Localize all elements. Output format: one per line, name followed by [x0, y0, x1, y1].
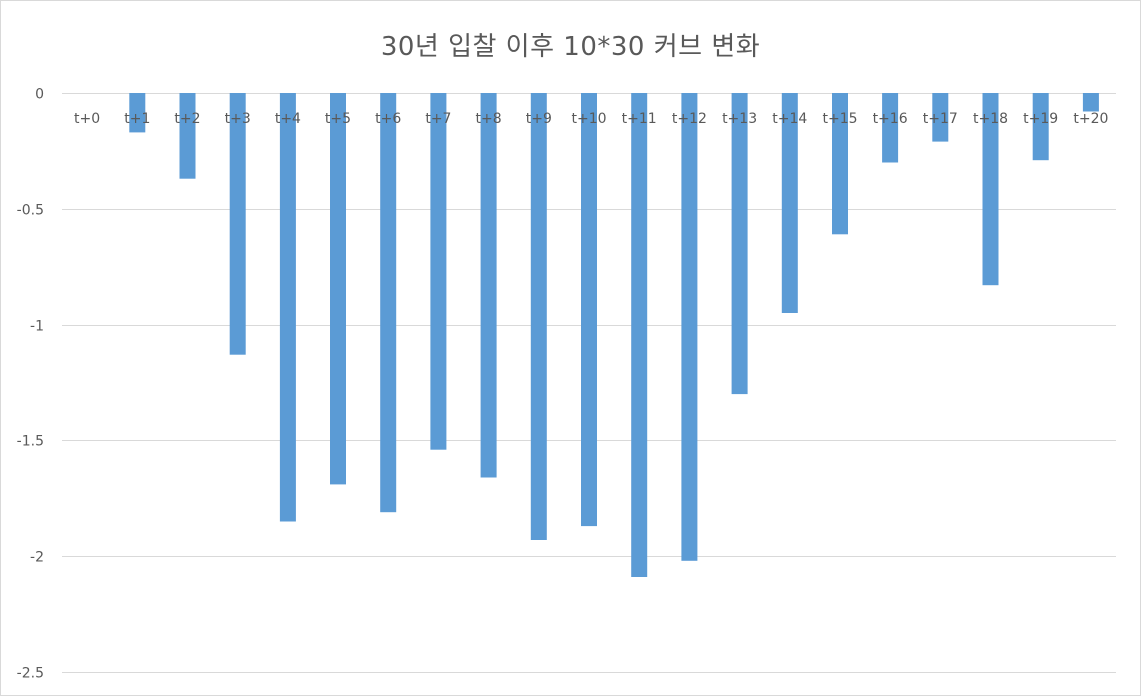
bar [781, 93, 798, 313]
y-tick-label: -1.5 [17, 434, 44, 450]
x-tick-label: t+0 [74, 111, 100, 127]
bar [681, 93, 698, 561]
bar [982, 93, 999, 286]
bar [279, 93, 296, 522]
y-tick-label: -2.5 [17, 666, 44, 682]
y-tick-label: -2 [30, 550, 44, 566]
x-axis-ticks: t+0 t+1 t+2 t+3 t+4 t+5 t+6 t+7 t+8 t+9 t+10 t+11 t+… [74, 111, 1108, 127]
bar [1032, 93, 1049, 161]
y-tick-label: 0 [35, 87, 44, 103]
bar [832, 93, 848, 235]
bar [179, 93, 196, 179]
bars [129, 93, 1099, 577]
bar [380, 93, 397, 513]
x-tick-label: t+13 [722, 111, 757, 127]
bar [330, 93, 346, 485]
y-axis-ticks: 0 -0.5 -1 -1.5 -2 -2.5 [17, 87, 44, 682]
x-tick-label: t+18 [973, 111, 1008, 127]
x-tick-label: t+1 [124, 111, 150, 127]
bar [129, 93, 146, 133]
x-tick-label: t+4 [275, 111, 301, 127]
x-tick-label: t+9 [526, 111, 552, 127]
y-tick-label: -0.5 [17, 203, 44, 219]
y-tick-label: -1 [30, 319, 44, 335]
x-tick-label: t+16 [873, 111, 908, 127]
bar [229, 93, 246, 355]
x-tick-label: t+5 [325, 111, 351, 127]
x-tick-label: t+11 [622, 111, 657, 127]
bar [631, 93, 648, 577]
chart-title: 30년 입찰 이후 10*30 커브 변화 [380, 32, 761, 62]
x-tick-label: t+10 [571, 111, 606, 127]
bar [932, 93, 949, 142]
x-tick-label: t+3 [225, 111, 251, 127]
x-tick-label: t+15 [822, 111, 857, 127]
x-tick-label: t+2 [174, 111, 200, 127]
bar [882, 93, 899, 163]
bar [731, 93, 748, 395]
bar [530, 93, 547, 540]
x-tick-label: t+17 [923, 111, 958, 127]
x-tick-label: t+6 [375, 111, 401, 127]
bar [1082, 93, 1099, 112]
x-tick-label: t+20 [1073, 111, 1108, 127]
bar [480, 93, 497, 478]
bar [581, 93, 597, 527]
bar [430, 93, 447, 450]
x-tick-label: t+8 [476, 111, 502, 127]
x-tick-label: t+7 [425, 111, 451, 127]
x-tick-label: t+14 [772, 111, 807, 127]
x-tick-label: t+12 [672, 111, 707, 127]
x-tick-label: t+19 [1023, 111, 1058, 127]
